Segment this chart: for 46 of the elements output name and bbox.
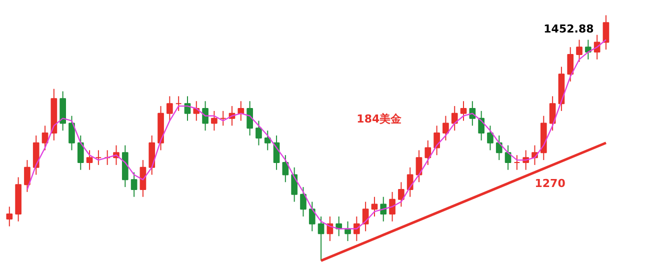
candlestick — [416, 150, 422, 183]
annotation: 1452.88 — [544, 22, 594, 36]
candlestick — [220, 110, 226, 126]
candlestick — [380, 196, 387, 222]
candlestick — [300, 186, 306, 217]
candlestick — [602, 14, 610, 50]
candlestick — [487, 125, 494, 151]
candlestick — [86, 150, 93, 170]
candlestick — [406, 166, 414, 198]
candlestick — [496, 135, 502, 161]
candlestick — [130, 172, 138, 198]
candlestick — [308, 201, 316, 232]
candlestick — [514, 154, 520, 170]
candlestick — [460, 100, 467, 122]
candlestick — [442, 115, 449, 141]
candlestick — [291, 166, 298, 202]
candlestick — [264, 130, 271, 151]
candlestick — [585, 39, 592, 60]
candlestick — [246, 100, 253, 136]
candlestick — [175, 96, 182, 112]
candlestick — [398, 182, 404, 208]
candlestick — [389, 191, 396, 222]
candlestick — [371, 196, 378, 217]
annotation: 184美金 — [356, 112, 403, 126]
candlestick — [576, 39, 582, 62]
candlestick — [318, 216, 324, 262]
candlestick — [104, 150, 111, 166]
candlestick — [42, 125, 48, 151]
candlestick — [238, 100, 244, 122]
candlestick — [202, 100, 208, 132]
candlestick — [469, 100, 476, 126]
candlestick — [211, 110, 218, 132]
candlestick — [95, 150, 102, 166]
candlestick — [434, 125, 440, 156]
candlestick — [24, 160, 30, 192]
candlestick — [478, 110, 484, 141]
candlestick — [282, 154, 289, 183]
candlestick — [567, 46, 574, 82]
candlestick — [77, 135, 84, 170]
candlestick — [424, 140, 432, 166]
candlestick — [68, 115, 75, 151]
candlestick — [6, 206, 13, 227]
candlestick — [166, 96, 173, 122]
candlestick — [256, 120, 262, 146]
candlestick — [451, 106, 458, 132]
annotation: 1270 — [534, 177, 566, 190]
